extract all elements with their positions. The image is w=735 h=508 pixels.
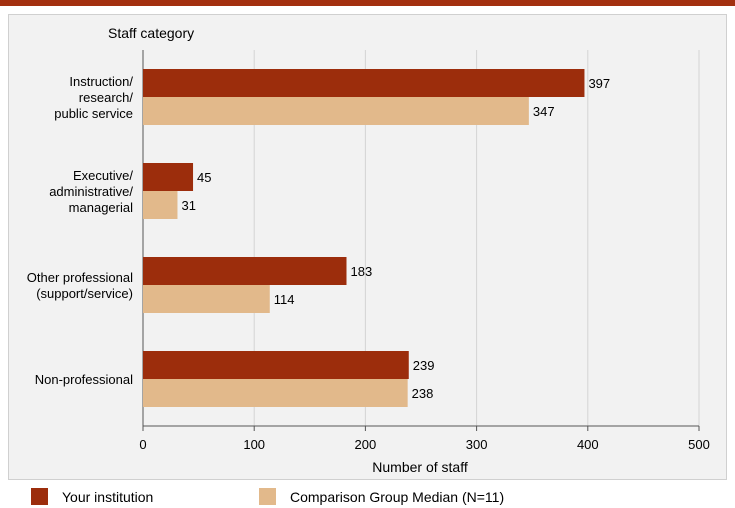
category-label: (support/service) xyxy=(36,286,133,301)
x-tick-label: 300 xyxy=(466,437,488,452)
bar-value-label: 347 xyxy=(533,104,555,119)
bar-value-label: 183 xyxy=(350,264,372,279)
legend-label: Comparison Group Median (N=11) xyxy=(290,488,505,505)
category-label: research/ xyxy=(79,90,134,105)
bar-value-label: 238 xyxy=(412,386,434,401)
x-tick-label: 0 xyxy=(139,437,146,452)
bar xyxy=(143,285,270,313)
legend-label: Your institution xyxy=(62,488,154,505)
bar xyxy=(143,163,194,191)
bar-value-label: 45 xyxy=(197,170,211,185)
bar-value-label: 114 xyxy=(274,292,295,307)
category-label: managerial xyxy=(69,200,133,215)
category-label: Executive/ xyxy=(73,168,133,183)
bar xyxy=(143,191,178,219)
bar xyxy=(143,257,347,285)
category-label: Instruction/ xyxy=(69,74,133,89)
bar-value-label: 397 xyxy=(588,76,610,91)
bar-value-label: 239 xyxy=(413,358,435,373)
bar xyxy=(143,69,585,97)
legend-swatch-your-institution xyxy=(31,488,48,505)
bar xyxy=(143,97,529,125)
y-axis-title: Staff category xyxy=(108,25,194,41)
category-labels: Instruction/research/public service Execu… xyxy=(27,74,134,387)
x-tick-label: 400 xyxy=(577,437,599,452)
x-tick-label: 100 xyxy=(243,437,265,452)
category-label: administrative/ xyxy=(49,184,133,199)
top-accent-bar xyxy=(0,0,735,6)
bar xyxy=(143,379,408,407)
legend-item-comparison-median: Comparison Group Median (N=11) xyxy=(259,488,504,505)
x-axis-title: Number of staff xyxy=(372,459,468,475)
category-label: public service xyxy=(54,106,133,121)
category-label: Non-professional xyxy=(35,372,133,387)
x-tick-label: 500 xyxy=(688,437,710,452)
bar xyxy=(143,351,409,379)
bar-value-label: 31 xyxy=(181,198,195,213)
x-tick-label: 200 xyxy=(355,437,377,452)
category-label: Other professional xyxy=(27,270,133,285)
legend: Your institution Comparison Group Median… xyxy=(0,484,735,508)
legend-swatch-comparison-median xyxy=(259,488,276,505)
legend-item-your-institution: Your institution xyxy=(31,488,153,505)
x-tick-labels: 0 100 200 300 400 500 xyxy=(139,437,709,452)
